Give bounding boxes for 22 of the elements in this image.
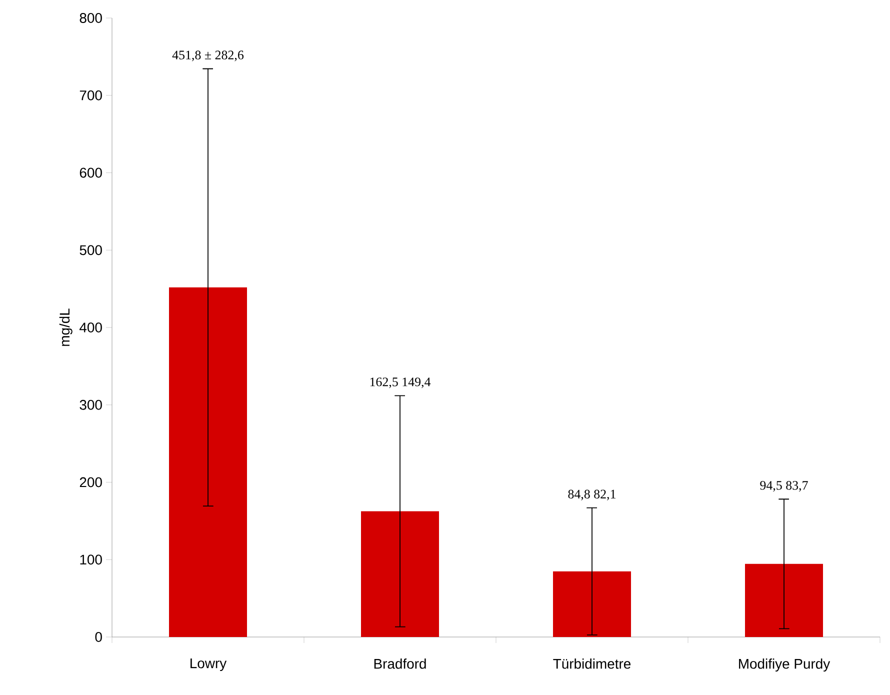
x-tick-label: Lowry	[190, 658, 227, 672]
bar	[361, 511, 440, 637]
y-tick-label: 600	[80, 168, 102, 178]
x-tick-label: Bradford	[374, 658, 426, 669]
annotation: 94,5 83,7	[760, 481, 808, 492]
y-tick-label: 400	[80, 322, 102, 332]
y-tick-label: 100	[80, 554, 102, 565]
bar	[745, 564, 824, 637]
y-axis-title: mg/dL	[59, 308, 72, 346]
y-tick-label: 800	[80, 13, 102, 23]
annotation: 451,8 ± 282,6	[172, 50, 244, 62]
x-tick-label: Türbidimetre	[553, 658, 631, 669]
bar	[553, 571, 632, 637]
y-tick-label: 200	[80, 477, 102, 488]
y-tick-label: 300	[80, 400, 102, 410]
bar	[169, 287, 247, 637]
y-tick-label: 700	[80, 90, 102, 100]
x-tick-label: Modifiye Purdy	[739, 658, 830, 672]
y-tick-label: 0	[95, 632, 102, 642]
annotation: 162,5 149,4	[370, 378, 431, 388]
y-tick-label: 500	[80, 245, 102, 256]
annotation: 84,8 82,1	[568, 490, 616, 500]
